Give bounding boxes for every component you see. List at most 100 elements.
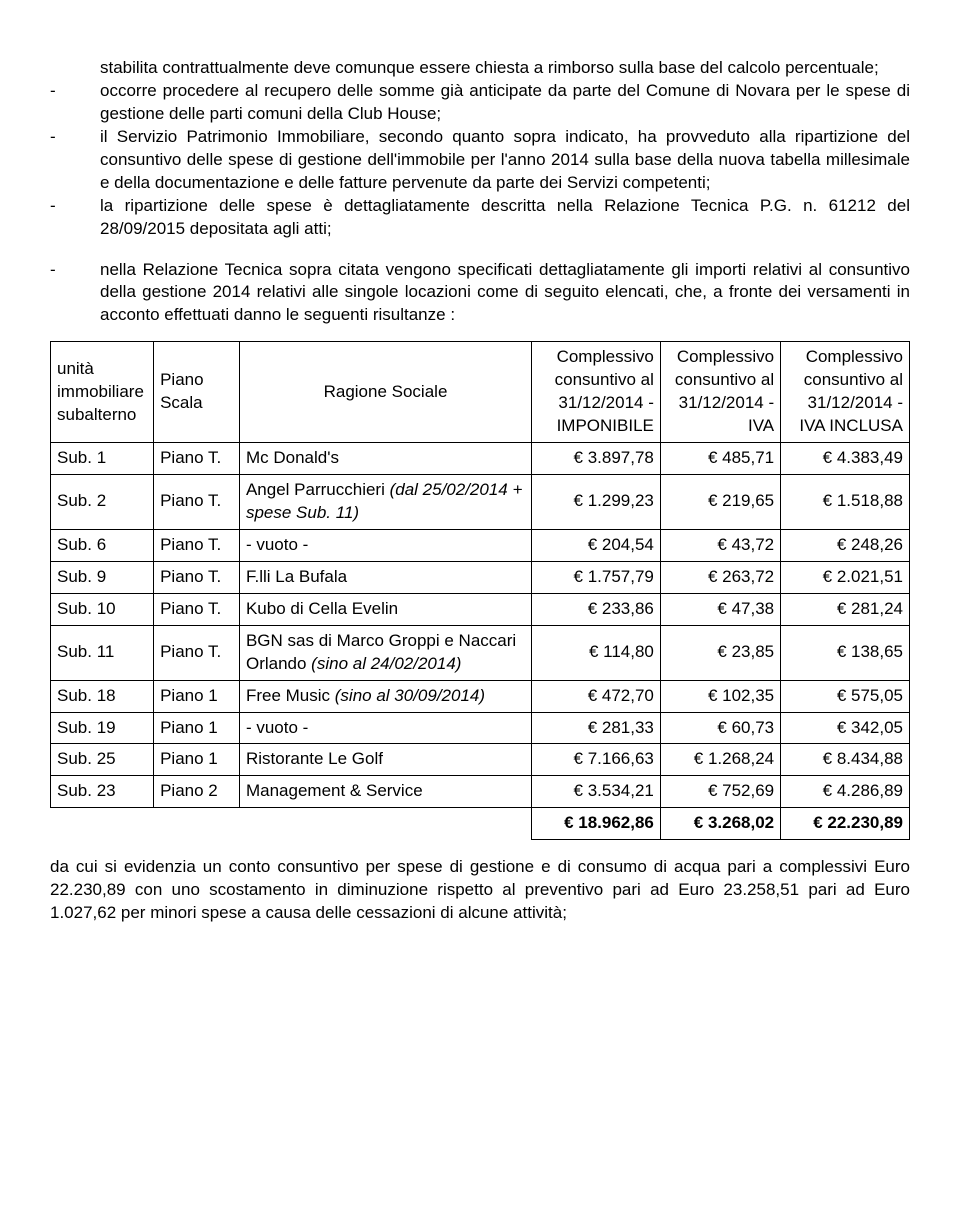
bullet-item: - occorre procedere al recupero delle so… [50,80,910,126]
cell-ragione-italic: (dal 25/02/2014 + spese Sub. 11) [246,480,522,522]
cell-ragione: Kubo di Cella Evelin [239,593,531,625]
cell-value: € 281,24 [781,593,910,625]
table-row: Sub. 18Piano 1Free Music (sino al 30/09/… [51,680,910,712]
cell-ragione: Ristorante Le Golf [239,744,531,776]
cell-value: € 472,70 [532,680,661,712]
cell-piano: Piano 1 [154,680,240,712]
cell-total: € 3.268,02 [660,808,780,840]
cell-value: € 4.383,49 [781,443,910,475]
cell-value: € 60,73 [660,712,780,744]
cell-value: € 4.286,89 [781,776,910,808]
cell-ragione-italic: (sino al 30/09/2014) [335,686,485,705]
cell-unit: Sub. 6 [51,529,154,561]
cell-value: € 7.166,63 [532,744,661,776]
cell-value: € 342,05 [781,712,910,744]
cell-ragione: Management & Service [239,776,531,808]
bottom-paragraph: da cui si evidenzia un conto consuntivo … [50,856,910,925]
cell-value: € 138,65 [781,625,910,680]
cell-value: € 248,26 [781,529,910,561]
bullet-text: il Servizio Patrimonio Immobiliare, seco… [100,126,910,195]
cell-value: € 1.518,88 [781,475,910,530]
cell-ragione-italic: (sino al 24/02/2014) [311,654,461,673]
cell-piano: Piano 1 [154,744,240,776]
cell-piano: Piano T. [154,443,240,475]
cell-piano: Piano T. [154,625,240,680]
cell-unit: Sub. 2 [51,475,154,530]
table-row: Sub. 19Piano 1- vuoto - € 281,33€ 60,73€… [51,712,910,744]
cell-value: € 3.534,21 [532,776,661,808]
cell-unit: Sub. 23 [51,776,154,808]
data-table: unità immobiliare subalterno Piano Scala… [50,341,910,840]
cell-value: € 752,69 [660,776,780,808]
cell-ragione: F.lli La Bufala [239,561,531,593]
cell-piano: Piano T. [154,529,240,561]
cell-value: € 485,71 [660,443,780,475]
cell-ragione: BGN sas di Marco Groppi e Naccari Orland… [239,625,531,680]
table-row: Sub. 9Piano T.F.lli La Bufala € 1.757,79… [51,561,910,593]
cell-value: € 575,05 [781,680,910,712]
cell-value: € 219,65 [660,475,780,530]
cell-value: € 2.021,51 [781,561,910,593]
table-total-row: € 18.962,86€ 3.268,02€ 22.230,89 [51,808,910,840]
cell-unit: Sub. 11 [51,625,154,680]
cell-ragione: Free Music (sino al 30/09/2014) [239,680,531,712]
cell-value: € 43,72 [660,529,780,561]
bullet-item: - il Servizio Patrimonio Immobiliare, se… [50,126,910,195]
cell-value: € 1.757,79 [532,561,661,593]
bullet-item: - nella Relazione Tecnica sopra citata v… [50,259,910,328]
bullet-item: - la ripartizione delle spese è dettagli… [50,195,910,241]
bullet-dash: - [50,80,100,126]
cell-total: € 18.962,86 [532,808,661,840]
table-row: Sub. 2Piano T.Angel Parrucchieri (dal 25… [51,475,910,530]
table-row: Sub. 23Piano 2Management & Service € 3.5… [51,776,910,808]
col-header-ragione: Ragione Sociale [239,342,531,443]
cell-value: € 1.268,24 [660,744,780,776]
bullet-dash: - [50,259,100,328]
cell-ragione: Mc Donald's [239,443,531,475]
cell-piano: Piano T. [154,593,240,625]
cell-blank [51,808,532,840]
table-row: Sub. 10Piano T.Kubo di Cella Evelin € 23… [51,593,910,625]
cell-piano: Piano 2 [154,776,240,808]
col-header-c3: Complessivo consuntivo al 31/12/2014 - I… [781,342,910,443]
paragraph-continuation: stabilita contrattualmente deve comunque… [50,57,910,80]
table-row: Sub. 25Piano 1Ristorante Le Golf € 7.166… [51,744,910,776]
cell-value: € 204,54 [532,529,661,561]
cell-piano: Piano T. [154,561,240,593]
bullet-text: la ripartizione delle spese è dettagliat… [100,195,910,241]
bullet-text: nella Relazione Tecnica sopra citata ven… [100,259,910,328]
cell-value: € 1.299,23 [532,475,661,530]
cell-value: € 281,33 [532,712,661,744]
bullet-dash: - [50,126,100,195]
cell-unit: Sub. 25 [51,744,154,776]
cell-ragione: - vuoto - [239,712,531,744]
cell-value: € 263,72 [660,561,780,593]
bullet-text: occorre procedere al recupero delle somm… [100,80,910,126]
cell-value: € 23,85 [660,625,780,680]
table-row: Sub. 1Piano T.Mc Donald's € 3.897,78€ 48… [51,443,910,475]
cell-total: € 22.230,89 [781,808,910,840]
cell-piano: Piano 1 [154,712,240,744]
cell-value: € 114,80 [532,625,661,680]
cell-piano: Piano T. [154,475,240,530]
cell-ragione: Angel Parrucchieri (dal 25/02/2014 + spe… [239,475,531,530]
cell-ragione: - vuoto - [239,529,531,561]
table-row: Sub. 6Piano T.- vuoto - € 204,54€ 43,72€… [51,529,910,561]
cell-value: € 8.434,88 [781,744,910,776]
cell-value: € 233,86 [532,593,661,625]
col-header-unit: unità immobiliare subalterno [51,342,154,443]
cell-value: € 47,38 [660,593,780,625]
cell-value: € 102,35 [660,680,780,712]
cell-unit: Sub. 18 [51,680,154,712]
cell-unit: Sub. 1 [51,443,154,475]
table-row: Sub. 11Piano T.BGN sas di Marco Groppi e… [51,625,910,680]
cell-value: € 3.897,78 [532,443,661,475]
cell-unit: Sub. 19 [51,712,154,744]
cell-unit: Sub. 9 [51,561,154,593]
col-header-c1: Complessivo consuntivo al 31/12/2014 - I… [532,342,661,443]
col-header-piano: Piano Scala [154,342,240,443]
cell-unit: Sub. 10 [51,593,154,625]
bullet-dash: - [50,195,100,241]
table-header-row: unità immobiliare subalterno Piano Scala… [51,342,910,443]
col-header-c2: Complessivo consuntivo al 31/12/2014 - I… [660,342,780,443]
